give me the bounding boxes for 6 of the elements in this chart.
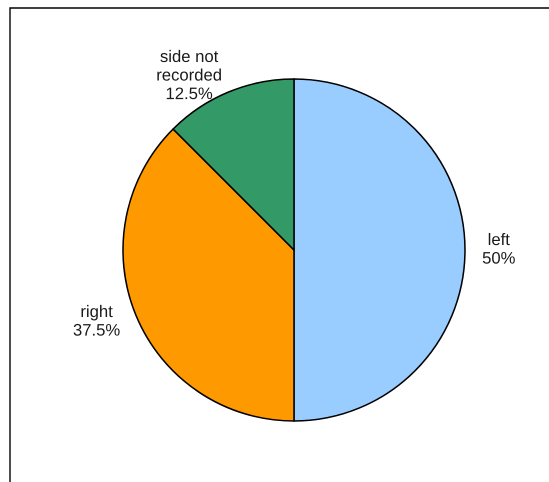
- slice-label: right: [81, 304, 113, 320]
- data-label: 12.5%: [166, 87, 212, 100]
- data-label: 37.5%: [74, 324, 120, 336]
- data-label: 50%: [482, 252, 515, 264]
- slice-label: left: [488, 232, 510, 246]
- slice-label: side not recorded: [157, 50, 221, 81]
